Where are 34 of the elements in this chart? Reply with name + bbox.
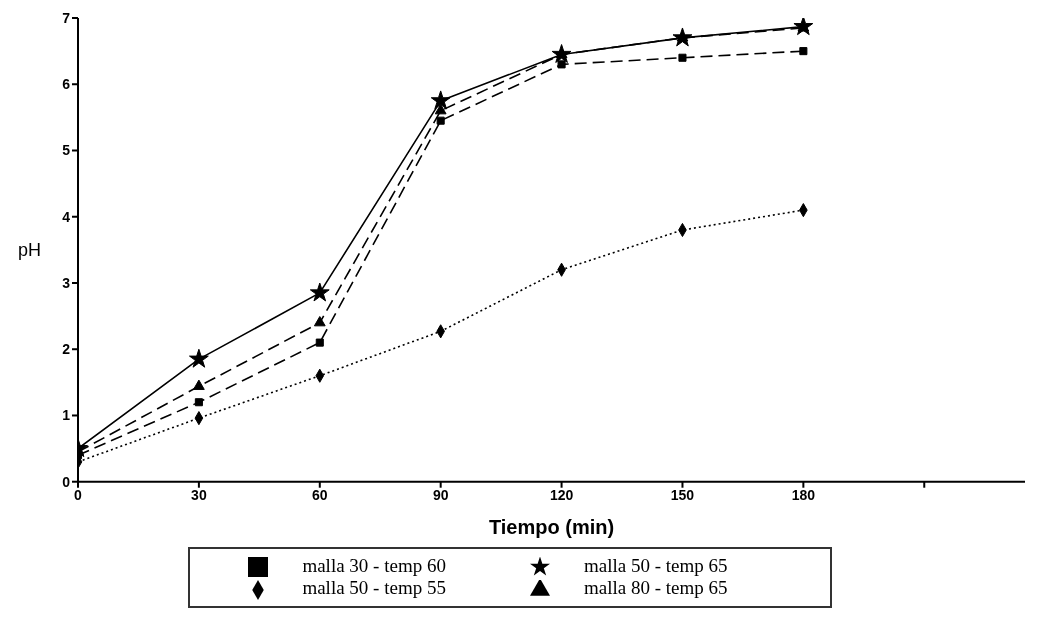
point bbox=[430, 90, 451, 110]
point bbox=[313, 316, 326, 327]
y-tick-label: 7 bbox=[62, 9, 71, 26]
point bbox=[194, 398, 203, 407]
point bbox=[309, 282, 330, 302]
point bbox=[436, 116, 445, 125]
y-axis-title: pH bbox=[18, 240, 42, 261]
y-tick-label: 1 bbox=[62, 407, 71, 424]
x-tick-label: 90 bbox=[432, 486, 449, 503]
y-tick-label: 5 bbox=[62, 142, 71, 159]
x-axis-title: Tiempo (min) bbox=[488, 515, 615, 538]
point bbox=[188, 348, 209, 368]
point bbox=[678, 53, 687, 62]
x-tick-label: 60 bbox=[312, 486, 328, 503]
x-tick-label: 120 bbox=[549, 486, 574, 503]
x-tick-label: 180 bbox=[791, 486, 816, 503]
legend-label: malla 50 - temp 65 bbox=[584, 554, 728, 576]
legend-label: malla 50 - temp 55 bbox=[302, 577, 446, 599]
legend-label: malla 80 - temp 65 bbox=[584, 577, 728, 599]
y-tick-label: 4 bbox=[62, 208, 71, 225]
point bbox=[434, 104, 447, 115]
point bbox=[799, 47, 808, 56]
y-tick-label: 0 bbox=[62, 473, 71, 490]
y-tick-label: 3 bbox=[62, 274, 71, 291]
legend-label: malla 30 - temp 60 bbox=[302, 554, 446, 576]
point bbox=[793, 18, 814, 36]
y-tick-label: 2 bbox=[62, 341, 71, 358]
x-tick-label: 0 bbox=[74, 486, 83, 503]
x-tick-label: 30 bbox=[191, 486, 207, 503]
point bbox=[315, 338, 324, 347]
x-tick-label: 150 bbox=[670, 486, 695, 503]
point bbox=[557, 60, 566, 69]
point bbox=[193, 379, 205, 390]
y-tick-label: 6 bbox=[62, 76, 71, 93]
